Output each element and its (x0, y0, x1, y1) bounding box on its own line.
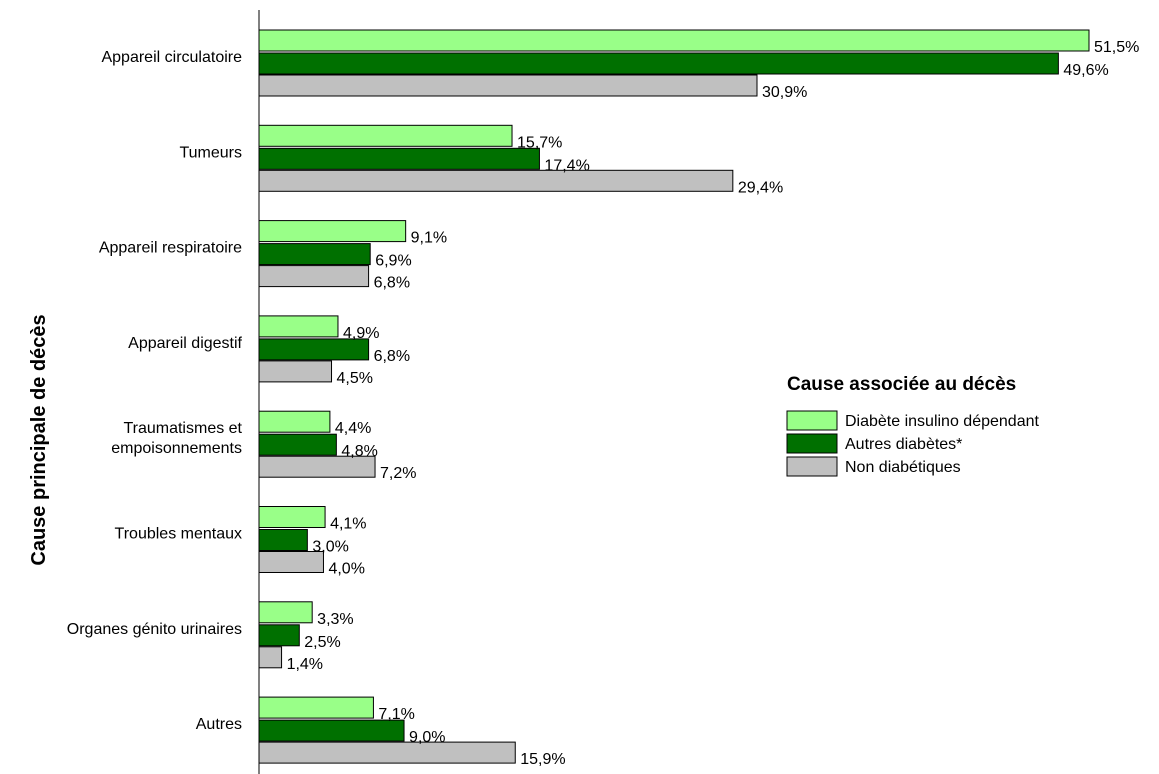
legend-label: Autres diabètes* (845, 436, 962, 453)
legend-title: Cause associée au décès (787, 374, 1016, 395)
value-label: 4,5% (337, 370, 373, 387)
value-label: 1,4% (287, 656, 323, 673)
value-label: 6,8% (374, 348, 410, 365)
legend-items: Diabète insulino dépendant Autres diabète… (786, 410, 1039, 477)
value-label: 30,9% (762, 84, 807, 101)
value-label: 4,1% (330, 516, 366, 533)
category-label-line: Traumatismes et (123, 420, 242, 437)
bar (258, 360, 333, 383)
value-label: 29,4% (738, 179, 783, 196)
value-label: 7,2% (380, 465, 416, 482)
bar (258, 455, 376, 478)
bar (258, 338, 370, 361)
bar (258, 646, 283, 669)
value-label: 4,0% (328, 561, 364, 578)
value-label: 17,4% (544, 157, 589, 174)
value-label: 49,6% (1063, 62, 1108, 79)
category-label: Appareil circulatoire (101, 49, 242, 66)
value-label: 6,9% (375, 253, 411, 270)
bar (258, 601, 313, 624)
category-label: Organes génito urinaires (67, 621, 242, 638)
legend-swatch (786, 433, 838, 454)
bar (258, 29, 1090, 52)
bar (258, 169, 734, 192)
category-label: Appareil digestif (128, 335, 242, 352)
value-label: 9,0% (409, 729, 445, 746)
bar (258, 741, 516, 764)
value-label: 15,7% (517, 134, 562, 151)
bar (258, 220, 407, 243)
bar (258, 410, 331, 433)
legend: Cause associée au décès Diabète insulino… (786, 374, 1039, 477)
bar (258, 124, 513, 147)
bar (258, 624, 300, 647)
category-label: Appareil respiratoire (99, 240, 242, 257)
bar (258, 243, 371, 266)
bar (258, 506, 326, 528)
value-label: 4,9% (343, 325, 379, 342)
category-label: Tumeurs (179, 144, 242, 161)
bar (258, 719, 405, 742)
value-label: 6,8% (374, 275, 410, 292)
labels-layer: Appareil circulatoire 51,5% 49,6% 30,9% Tume… (67, 39, 1140, 768)
legend-swatch (786, 410, 838, 431)
bar (258, 265, 370, 288)
legend-label: Non diabétiques (845, 459, 961, 476)
bar (258, 696, 374, 719)
y-axis-title: Cause principale de décès (28, 314, 50, 565)
value-label: 51,5% (1094, 39, 1139, 56)
value-label: 4,4% (335, 420, 371, 437)
bar (258, 433, 337, 456)
category-label: Traumatismes et empoisonnements (111, 420, 242, 457)
bar (258, 529, 308, 551)
bar (258, 147, 540, 170)
bar (258, 52, 1059, 75)
legend-label: Diabète insulino dépendant (845, 413, 1039, 430)
bar (258, 315, 339, 338)
category-label: Autres (196, 716, 242, 733)
value-label: 4,8% (341, 443, 377, 460)
value-label: 2,5% (304, 634, 340, 651)
value-label: 15,9% (520, 751, 565, 768)
category-label: Troubles mentaux (115, 526, 242, 543)
bar (258, 74, 758, 97)
bar (258, 551, 324, 573)
value-label: 7,1% (378, 706, 414, 723)
bars-layer (258, 29, 1090, 764)
value-label: 9,1% (411, 230, 447, 247)
category-label-line: empoisonnements (111, 440, 242, 457)
legend-swatch (786, 456, 838, 477)
value-label: 3,3% (317, 611, 353, 628)
value-label: 3,0% (312, 539, 348, 556)
